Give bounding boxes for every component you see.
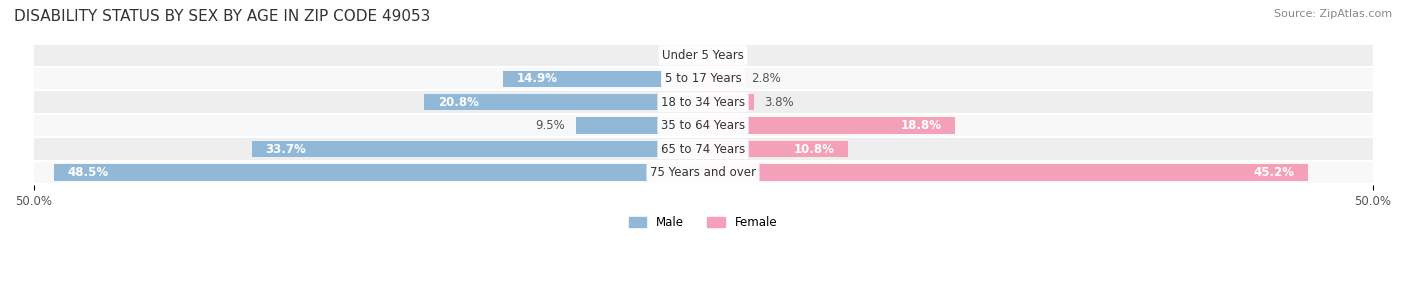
Bar <box>576 117 703 134</box>
Legend: Male, Female: Male, Female <box>624 211 782 234</box>
Bar <box>503 70 703 87</box>
Text: 9.5%: 9.5% <box>536 119 565 132</box>
Bar <box>703 141 848 157</box>
Text: 0.0%: 0.0% <box>714 49 744 62</box>
Text: 2.8%: 2.8% <box>751 72 780 85</box>
Text: Source: ZipAtlas.com: Source: ZipAtlas.com <box>1274 9 1392 19</box>
Bar <box>425 94 703 110</box>
Text: 48.5%: 48.5% <box>67 166 108 179</box>
Bar <box>703 164 1308 181</box>
Bar <box>252 141 703 157</box>
Bar <box>703 70 741 87</box>
Bar <box>34 137 1372 161</box>
Bar <box>34 44 1372 67</box>
Bar <box>34 91 1372 114</box>
Bar <box>34 114 1372 137</box>
Text: 14.9%: 14.9% <box>517 72 558 85</box>
Text: 0.0%: 0.0% <box>662 49 692 62</box>
Text: 20.8%: 20.8% <box>437 96 479 109</box>
Text: 35 to 64 Years: 35 to 64 Years <box>661 119 745 132</box>
Text: 18 to 34 Years: 18 to 34 Years <box>661 96 745 109</box>
Text: DISABILITY STATUS BY SEX BY AGE IN ZIP CODE 49053: DISABILITY STATUS BY SEX BY AGE IN ZIP C… <box>14 9 430 24</box>
Text: 33.7%: 33.7% <box>266 142 307 156</box>
Text: 18.8%: 18.8% <box>900 119 942 132</box>
Bar <box>34 161 1372 184</box>
Text: 65 to 74 Years: 65 to 74 Years <box>661 142 745 156</box>
Text: 45.2%: 45.2% <box>1254 166 1295 179</box>
Text: 5 to 17 Years: 5 to 17 Years <box>665 72 741 85</box>
Text: 3.8%: 3.8% <box>765 96 794 109</box>
Bar <box>34 67 1372 91</box>
Bar <box>703 117 955 134</box>
Text: 10.8%: 10.8% <box>793 142 834 156</box>
Text: 75 Years and over: 75 Years and over <box>650 166 756 179</box>
Bar <box>53 164 703 181</box>
Bar <box>703 94 754 110</box>
Text: Under 5 Years: Under 5 Years <box>662 49 744 62</box>
